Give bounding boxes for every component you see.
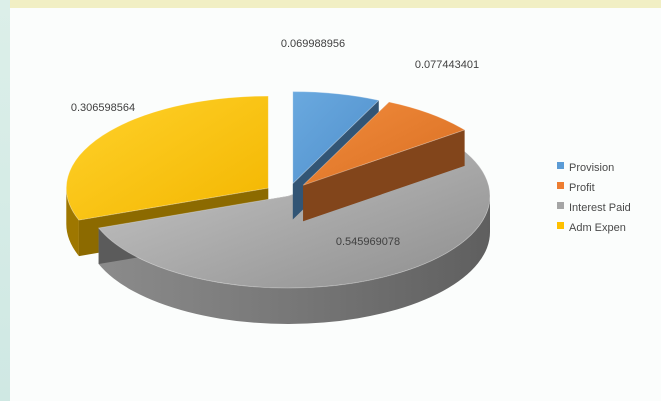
data-label-layer: 0.069988956 0.077443401 0.545969078 0.30659… — [71, 38, 479, 248]
legend-label-provision: Provision — [569, 162, 614, 174]
data-label-adm-expen: 0.306598564 — [71, 102, 135, 114]
pie-slice-adm-expen — [65, 95, 269, 221]
legend: Provision Profit Interest Paid Adm Expen — [557, 162, 631, 234]
data-label-profit: 0.077443401 — [415, 59, 479, 71]
pie-slice-profit — [302, 101, 466, 186]
legend-label-adm-expen: Adm Expen — [569, 222, 626, 234]
data-label-interest-paid: 0.545969078 — [336, 236, 400, 248]
legend-label-interest-paid: Interest Paid — [569, 202, 631, 214]
pie-slice-provision — [292, 91, 380, 185]
legend-swatch-provision — [557, 162, 564, 169]
legend-swatch-adm-expen — [557, 222, 564, 229]
top-border-strip — [0, 0, 661, 8]
legend-swatch-profit — [557, 182, 564, 189]
left-border-strip — [0, 0, 10, 401]
data-label-provision: 0.069988956 — [281, 38, 345, 50]
pie-side-interest-paid — [98, 196, 491, 324]
pie-wall-profit-1 — [303, 129, 465, 222]
pie-side-adm-expen — [66, 188, 79, 257]
pie-layer — [65, 91, 491, 324]
legend-swatch-interest-paid — [557, 202, 564, 209]
legend-label-profit: Profit — [569, 182, 595, 194]
